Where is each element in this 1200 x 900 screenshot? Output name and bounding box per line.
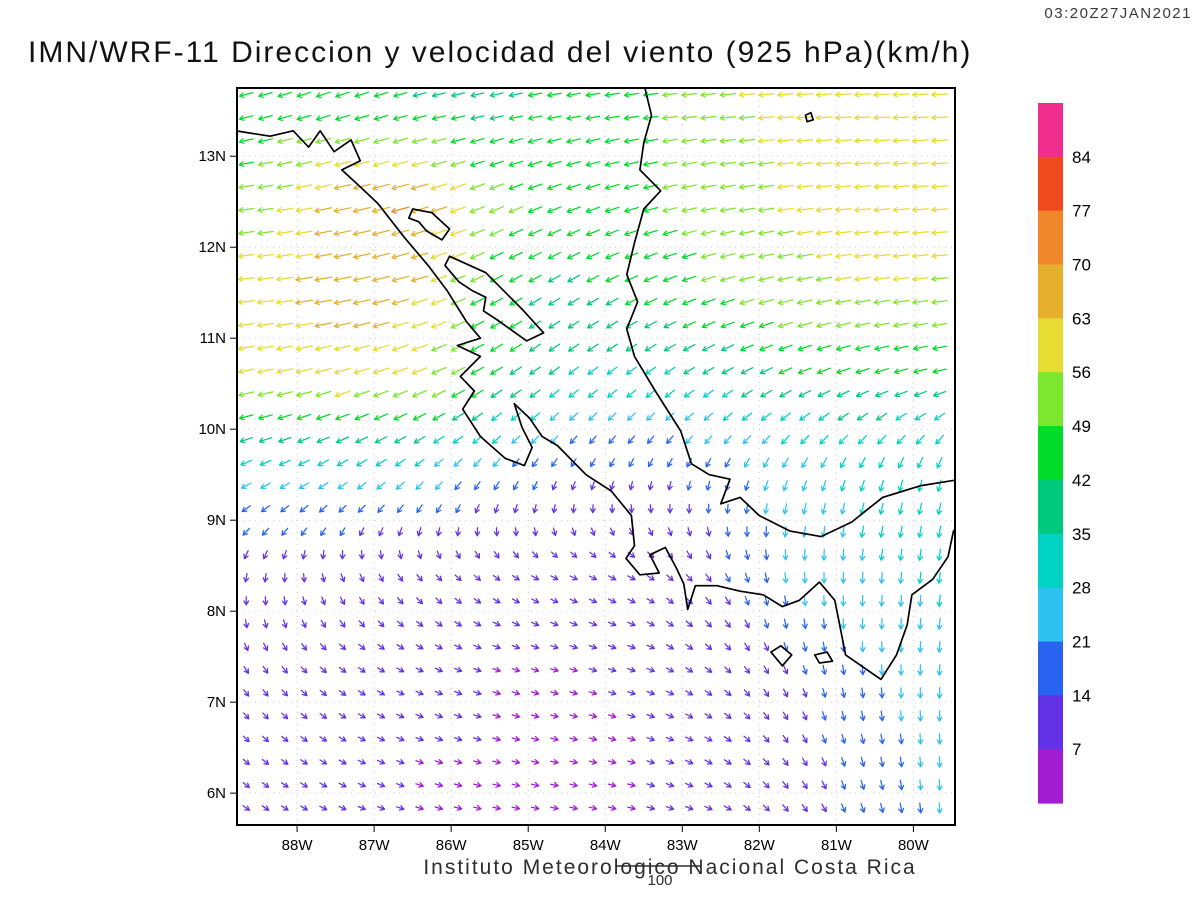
providencia-island bbox=[804, 111, 815, 123]
lat-tick-label: 7N bbox=[207, 694, 226, 711]
pacific-coast bbox=[237, 129, 955, 681]
colorbar: 84 77 70 63 56 49 42 35 28 21 14 7 bbox=[1038, 103, 1091, 804]
colorbar-block bbox=[1038, 318, 1063, 373]
colorbar-block bbox=[1038, 533, 1063, 589]
colorbar-block bbox=[1038, 156, 1063, 212]
colorbar-label: 70 bbox=[1072, 256, 1091, 275]
reference-arrow-label: 100 bbox=[647, 872, 673, 889]
colorbar-block bbox=[1038, 695, 1063, 750]
colorbar-label: 21 bbox=[1072, 633, 1091, 652]
lat-tick-label: 10N bbox=[198, 421, 226, 438]
lat-tick-label: 9N bbox=[207, 512, 226, 529]
credit-line: Instituto Meteorologico Nacional Costa R… bbox=[423, 856, 917, 879]
axes: 88W 87W 86W 85W 84W 83W 82W 81W 80W 13N 12N 11N 10N 9… bbox=[198, 148, 929, 854]
colorbar-label: 28 bbox=[1072, 579, 1091, 598]
colorbar-label: 77 bbox=[1072, 202, 1091, 221]
colorbar-block bbox=[1038, 749, 1063, 804]
lat-tick-label: 13N bbox=[198, 148, 226, 165]
lat-tick-label: 11N bbox=[200, 330, 226, 347]
colorbar-block bbox=[1038, 426, 1063, 481]
lon-tick-label: 82W bbox=[744, 837, 776, 854]
arrow-speed-band-4 bbox=[240, 366, 946, 607]
colorbar-block bbox=[1038, 479, 1063, 535]
lat-tick-label: 12N bbox=[198, 239, 226, 256]
colorbar-label: 63 bbox=[1072, 309, 1091, 328]
lat-tick-label: 6N bbox=[207, 785, 226, 802]
colorbar-label: 35 bbox=[1072, 525, 1091, 544]
lon-tick-label: 86W bbox=[436, 837, 468, 854]
coiba-island bbox=[770, 644, 793, 667]
coastlines bbox=[237, 88, 955, 681]
lon-tick-label: 80W bbox=[898, 837, 930, 854]
arrow-speed-band-0 bbox=[415, 666, 636, 811]
lon-tick-label: 84W bbox=[590, 837, 622, 854]
arrow-speed-band-1 bbox=[242, 480, 827, 813]
colorbar-block bbox=[1038, 210, 1063, 266]
colorbar-label: 7 bbox=[1072, 740, 1081, 759]
caribbean-coast bbox=[625, 88, 955, 538]
lat-tick-label: 8N bbox=[207, 603, 226, 620]
colorbar-block bbox=[1038, 641, 1063, 696]
plot-frame bbox=[236, 87, 956, 826]
arrow-speed-band-5 bbox=[239, 91, 947, 444]
lon-tick-label: 83W bbox=[667, 837, 699, 854]
colorbar-block bbox=[1038, 264, 1063, 319]
lon-tick-label: 85W bbox=[513, 837, 545, 854]
lake-nicaragua bbox=[444, 255, 545, 342]
colorbar-block bbox=[1038, 587, 1063, 642]
arrow-speed-band-2 bbox=[241, 435, 924, 814]
arrow-speed-band-3 bbox=[240, 412, 943, 814]
lon-tick-label: 88W bbox=[282, 837, 314, 854]
colorbar-label: 14 bbox=[1072, 686, 1091, 705]
graticule bbox=[237, 88, 955, 825]
colorbar-label: 56 bbox=[1072, 363, 1091, 382]
chart-title: IMN/WRF-11 Direccion y velocidad del vie… bbox=[28, 36, 973, 69]
colorbar-label: 84 bbox=[1072, 148, 1091, 167]
arrow-speed-band-7 bbox=[238, 91, 948, 398]
colorbar-label: 42 bbox=[1072, 471, 1091, 490]
arrow-speed-band-10 bbox=[391, 206, 410, 214]
arrow-speed-band-8 bbox=[237, 91, 949, 398]
colorbar-label: 49 bbox=[1072, 417, 1091, 436]
colorbar-block bbox=[1038, 103, 1063, 158]
lon-tick-label: 81W bbox=[821, 837, 853, 854]
cebaco-island bbox=[813, 651, 834, 664]
lon-tick-label: 87W bbox=[359, 837, 391, 854]
run-timestamp: 03:20Z27JAN2021 bbox=[1044, 5, 1192, 22]
lake-managua bbox=[407, 208, 451, 241]
wind-arrows bbox=[237, 91, 949, 814]
colorbar-block bbox=[1038, 372, 1063, 427]
arrow-speed-band-9 bbox=[295, 183, 448, 329]
